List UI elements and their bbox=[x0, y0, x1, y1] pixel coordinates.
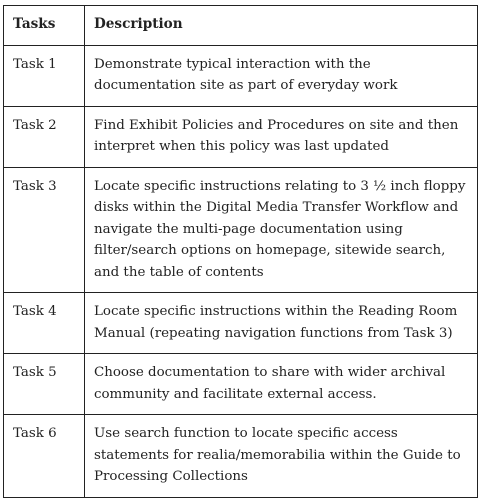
header-tasks: Tasks bbox=[3, 5, 85, 46]
table-row: Task 6 Use search function to locate spe… bbox=[3, 414, 478, 498]
task-label: Task 4 bbox=[3, 292, 85, 354]
task-description: Use search function to locate specific a… bbox=[84, 414, 478, 498]
table-row: Task 4 Locate specific instructions with… bbox=[3, 292, 478, 354]
task-description: Find Exhibit Policies and Procedures on … bbox=[84, 105, 478, 168]
task-label: Task 3 bbox=[3, 166, 85, 293]
table-row: Task 2 Find Exhibit Policies and Procedu… bbox=[3, 105, 478, 168]
task-description: Locate specific instructions within the … bbox=[84, 292, 478, 354]
table-header-row: Tasks Description bbox=[3, 5, 478, 46]
task-label: Task 1 bbox=[3, 44, 85, 107]
table-row: Task 5 Choose documentation to share wit… bbox=[3, 353, 478, 415]
table-row: Task 1 Demonstrate typical interaction w… bbox=[3, 44, 478, 107]
task-label: Task 2 bbox=[3, 105, 85, 168]
table-row: Task 3 Locate specific instructions rela… bbox=[3, 166, 478, 293]
task-label: Task 5 bbox=[3, 353, 85, 415]
task-label: Task 6 bbox=[3, 414, 85, 498]
task-description: Demonstrate typical interaction with the… bbox=[84, 44, 478, 107]
header-description: Description bbox=[84, 5, 478, 46]
tasks-table: Tasks Description Task 1 Demonstrate typ… bbox=[3, 5, 478, 498]
task-description: Choose documentation to share with wider… bbox=[84, 353, 478, 415]
task-description: Locate specific instructions relating to… bbox=[84, 166, 478, 293]
